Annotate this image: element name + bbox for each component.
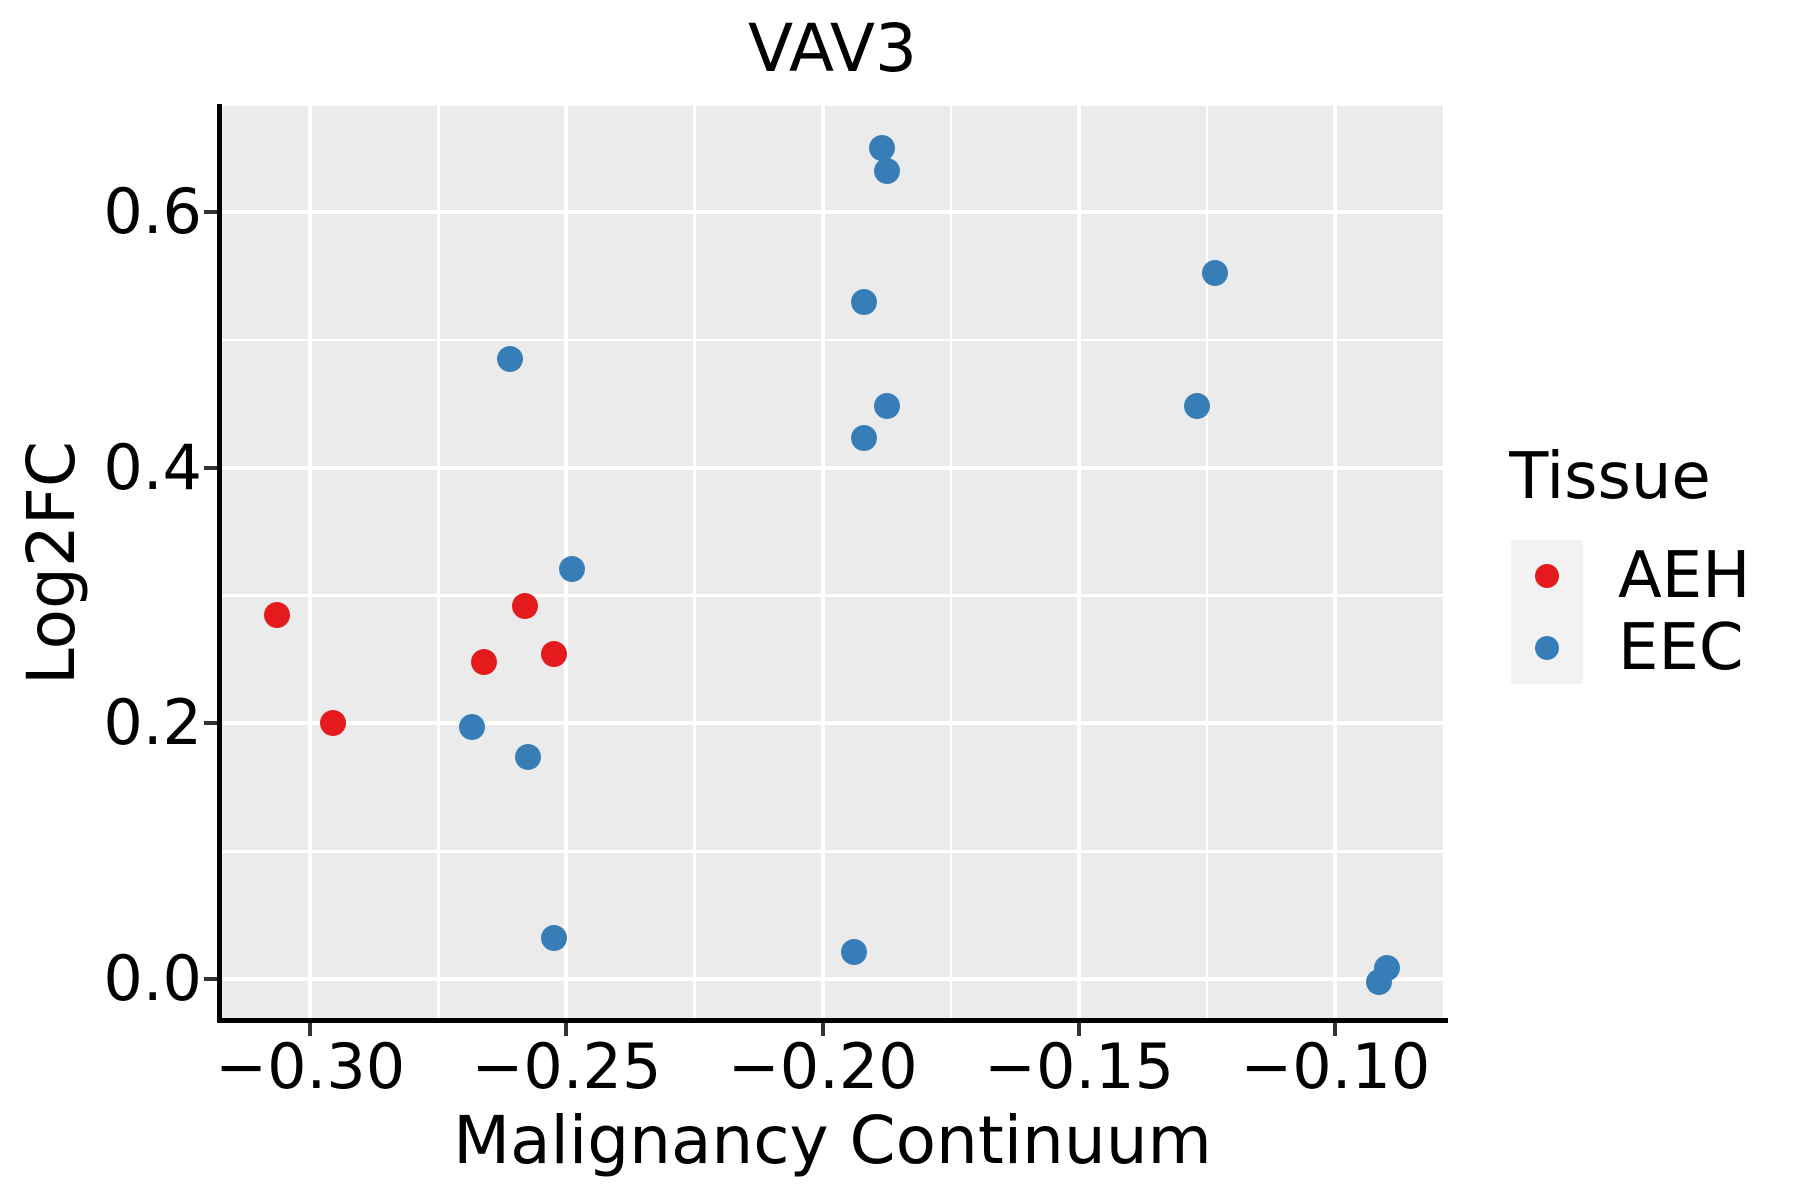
point-aeh <box>263 601 290 628</box>
x-tick-label: −0.20 <box>727 1030 918 1103</box>
point-eec <box>458 714 485 741</box>
plot-panel <box>222 106 1443 1020</box>
y-tick-mark <box>204 465 217 470</box>
x-minor-gridline <box>1205 106 1209 1020</box>
x-axis-line <box>217 1018 1448 1023</box>
point-eec <box>850 288 877 315</box>
y-minor-gridline <box>222 850 1443 853</box>
point-aeh <box>320 710 347 737</box>
y-tick-mark <box>204 721 217 726</box>
aeh-marker-icon <box>1535 564 1559 588</box>
x-axis-title: Malignancy Continuum <box>453 1102 1212 1179</box>
y-major-gridline <box>222 721 1443 726</box>
point-eec <box>873 158 900 185</box>
point-eec <box>497 346 524 373</box>
x-tick-label: −0.15 <box>984 1030 1175 1103</box>
point-eec <box>558 555 585 582</box>
x-major-gridline <box>820 106 825 1020</box>
x-tick-label: −0.25 <box>471 1030 662 1103</box>
point-aeh <box>512 592 539 619</box>
point-eec <box>1183 393 1210 420</box>
point-eec <box>868 135 895 162</box>
point-aeh <box>540 641 567 668</box>
y-major-gridline <box>222 465 1443 470</box>
y-major-gridline <box>222 977 1443 982</box>
x-tick-label: −0.10 <box>1240 1030 1431 1103</box>
legend-label-eec: EEC <box>1618 611 1744 685</box>
y-tick-mark <box>204 210 217 215</box>
y-tick-label: 0.4 <box>103 430 202 504</box>
x-minor-gridline <box>437 106 440 1020</box>
x-major-gridline <box>1333 106 1338 1020</box>
x-tick-mark <box>820 1023 825 1036</box>
x-tick-mark <box>1333 1023 1338 1036</box>
point-eec <box>1365 968 1392 995</box>
point-eec <box>515 743 542 770</box>
y-tick-label: 0.0 <box>103 942 202 1016</box>
point-eec <box>840 939 867 966</box>
y-tick-label: 0.2 <box>103 686 202 760</box>
legend-key-eec <box>1511 612 1583 684</box>
point-eec <box>850 425 877 452</box>
y-tick-mark <box>204 977 217 982</box>
x-tick-mark <box>308 1023 313 1036</box>
y-minor-gridline <box>222 594 1443 597</box>
x-major-gridline <box>308 106 313 1020</box>
point-eec <box>1201 260 1228 287</box>
y-minor-gridline <box>222 338 1443 342</box>
x-tick-mark <box>1077 1023 1082 1036</box>
chart-title: VAV3 <box>748 10 917 87</box>
legend-label-aeh: AEH <box>1618 539 1751 613</box>
point-eec <box>540 925 567 952</box>
x-tick-mark <box>564 1023 569 1036</box>
x-tick-label: −0.30 <box>215 1030 406 1103</box>
eec-marker-icon <box>1535 636 1559 660</box>
y-axis-line <box>217 104 222 1023</box>
point-eec <box>873 393 900 420</box>
legend-title: Tissue <box>1509 440 1711 514</box>
x-minor-gridline <box>693 106 696 1020</box>
x-major-gridline <box>1077 106 1082 1020</box>
y-major-gridline <box>222 210 1443 215</box>
point-aeh <box>471 649 498 676</box>
legend-key-aeh <box>1511 540 1583 612</box>
y-tick-label: 0.6 <box>103 175 202 249</box>
x-minor-gridline <box>949 106 953 1020</box>
